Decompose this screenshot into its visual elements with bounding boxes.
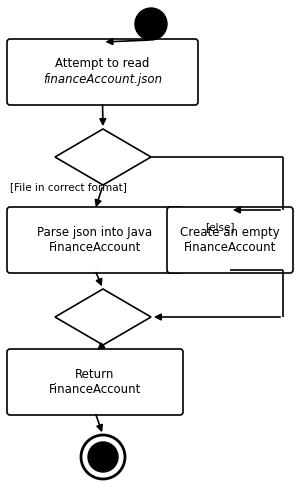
Text: Attempt to read: Attempt to read xyxy=(55,58,150,70)
FancyBboxPatch shape xyxy=(7,39,198,105)
Polygon shape xyxy=(55,129,151,185)
Text: [File in correct format]: [File in correct format] xyxy=(10,182,127,192)
Polygon shape xyxy=(55,289,151,345)
FancyBboxPatch shape xyxy=(7,349,183,415)
Text: Parse json into Java
FinanceAccount: Parse json into Java FinanceAccount xyxy=(37,226,153,254)
Circle shape xyxy=(88,442,118,472)
Circle shape xyxy=(81,435,125,479)
FancyBboxPatch shape xyxy=(7,207,183,273)
Text: Create an empty
FinanceAccount: Create an empty FinanceAccount xyxy=(180,226,280,254)
Text: [else]: [else] xyxy=(205,222,235,232)
Text: Return
FinanceAccount: Return FinanceAccount xyxy=(49,368,141,396)
Circle shape xyxy=(135,8,167,40)
Text: financeAccount.json: financeAccount.json xyxy=(43,73,162,87)
FancyBboxPatch shape xyxy=(167,207,293,273)
